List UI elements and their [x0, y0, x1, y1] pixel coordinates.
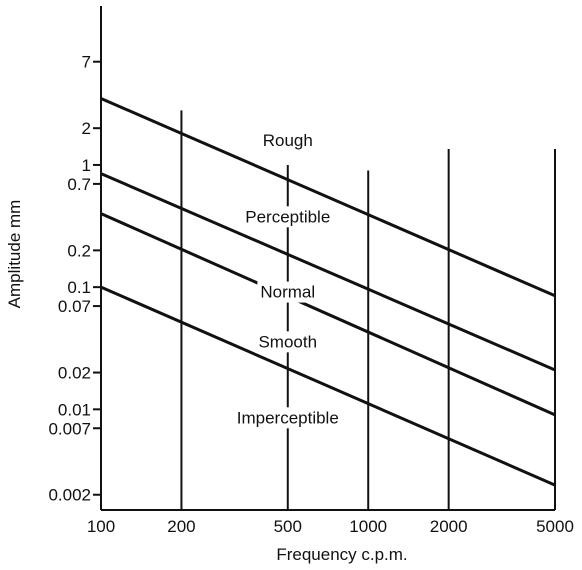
zone-label-background: [255, 331, 321, 353]
axes: 7 2 10.7 0.2 0.10.07 0.02 0.010.007 0.002 100 200…: [48, 6, 574, 536]
zone-label: Smooth: [258, 332, 317, 351]
zone-labels: Rough Perceptible Normal Smooth Imperceptibl…: [233, 130, 342, 429]
zone-label: Imperceptible: [237, 408, 339, 427]
y-tick-label: 0.007: [48, 419, 91, 438]
zone-label: Perceptible: [245, 207, 330, 226]
y-tick-label: 0.01: [58, 400, 91, 419]
zone-label: Rough: [263, 131, 313, 150]
x-tick-label: 100: [87, 517, 115, 536]
y-tick-label: 0.02: [58, 364, 91, 383]
x-tick-label: 1000: [349, 517, 387, 536]
x-tick-label: 5000: [536, 517, 574, 536]
y-tick-label: 0.1: [67, 278, 91, 297]
zone-label-background: [257, 281, 319, 303]
zone-label: Normal: [260, 283, 315, 302]
series-lines: [100, 97, 556, 487]
x-tick-label: 500: [274, 517, 302, 536]
y-tick-label: 0.2: [67, 241, 91, 260]
boundary-line-2: [100, 172, 556, 372]
y-tick-label: 0.07: [58, 297, 91, 316]
y-tick-label: 7: [82, 53, 91, 72]
x-tick-label: 200: [167, 517, 195, 536]
boundary-line-3: [100, 212, 556, 417]
boundary-line-4: [100, 285, 556, 487]
zone-label-background: [259, 130, 316, 152]
y-tick-label: 2: [82, 119, 91, 138]
x-axis-label: Frequency c.p.m.: [276, 545, 407, 564]
zone-label-background: [233, 407, 342, 429]
y-axis-label: Amplitude mm: [5, 200, 24, 309]
y-tick-label: 0.7: [67, 175, 91, 194]
y-tick-label: 1: [82, 156, 91, 175]
x-tick-label: 2000: [430, 517, 468, 536]
gridlines: [180, 110, 556, 510]
y-tick-label: 0.002: [48, 486, 91, 505]
boundary-line-1: [100, 97, 556, 298]
zone-label-background: [242, 206, 334, 228]
